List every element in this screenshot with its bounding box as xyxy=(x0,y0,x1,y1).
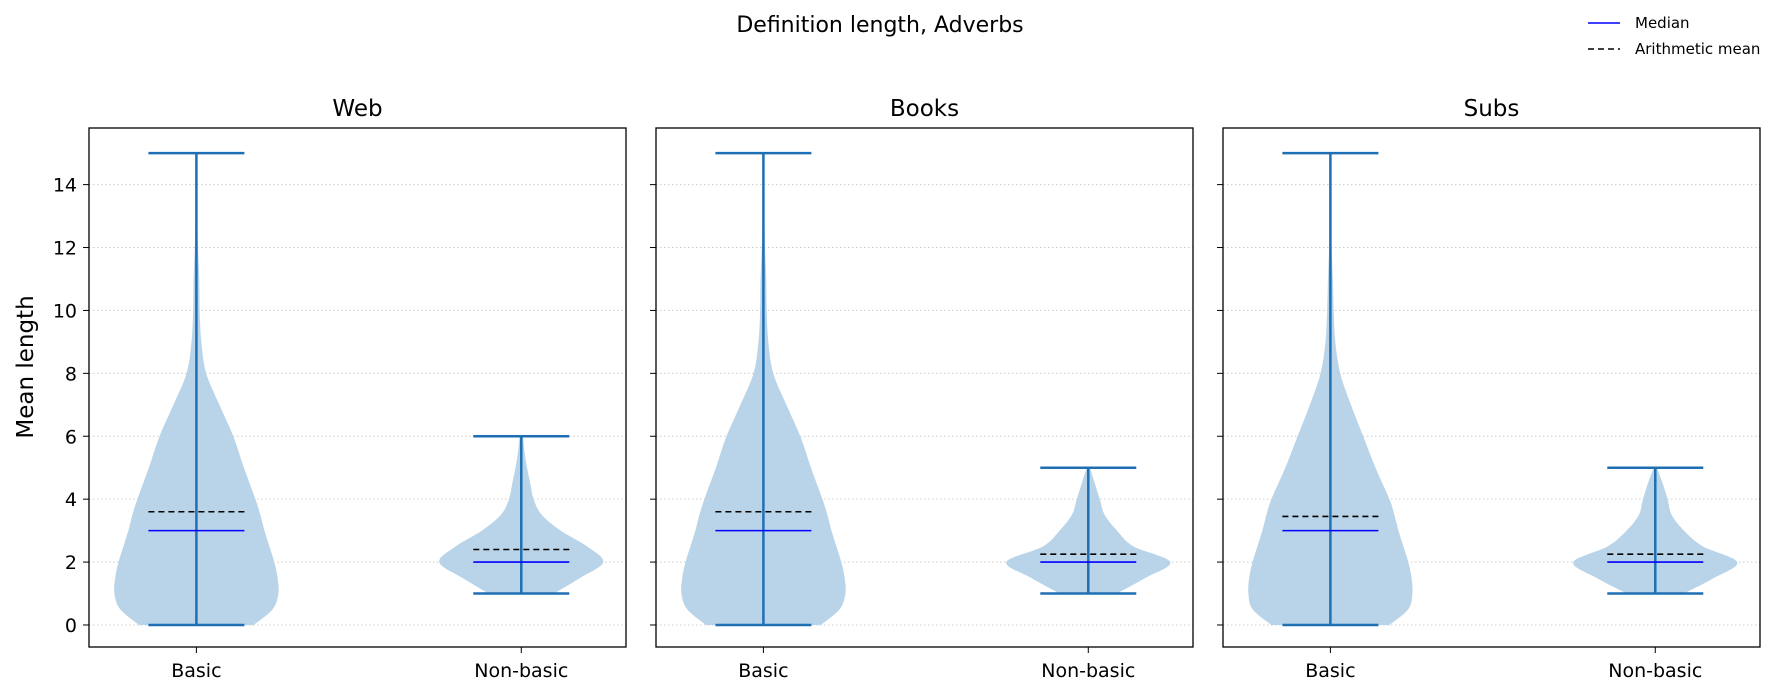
y-tick-label-14: 14 xyxy=(53,175,77,197)
y-tick-label-2: 2 xyxy=(65,552,77,574)
x-tick-label-basic: Basic xyxy=(171,660,221,682)
plot-frame xyxy=(1222,127,1761,648)
y-tick-label-8: 8 xyxy=(65,363,77,385)
panels: Basic Non-basic 0 2 4 6 8 10 12 14 Web Basic Non-bas… xyxy=(53,96,1761,682)
x-tick-label-non-basic: Non-basic xyxy=(474,660,568,682)
y-tick-label-10: 10 xyxy=(53,300,77,322)
x-tick-label-non-basic: Non-basic xyxy=(1608,660,1702,682)
plot-frame xyxy=(88,127,627,648)
x-tick-label-basic: Basic xyxy=(1305,660,1355,682)
legend-mean-label: Arithmetic mean xyxy=(1635,40,1760,58)
legend-median-label: Median xyxy=(1635,14,1690,32)
panel-title-subs: Subs xyxy=(1464,96,1520,122)
panel-books: Basic Non-basic Books xyxy=(650,96,1194,682)
panel-title-web: Web xyxy=(332,96,382,122)
plot-frame xyxy=(655,127,1194,648)
x-tick-label-basic: Basic xyxy=(738,660,788,682)
y-axis-label: Mean length xyxy=(13,295,39,438)
y-tick-label-0: 0 xyxy=(65,615,77,637)
figure-title: Definition length, Adverbs xyxy=(736,13,1023,38)
y-tick-label-4: 4 xyxy=(65,489,77,511)
y-tick-label-12: 12 xyxy=(53,238,77,260)
legend: Median Arithmetic mean xyxy=(1588,14,1760,58)
panel-web: Basic Non-basic 0 2 4 6 8 10 12 14 Web xyxy=(53,96,627,682)
x-tick-label-non-basic: Non-basic xyxy=(1041,660,1135,682)
panel-title-books: Books xyxy=(890,96,959,122)
y-tick-label-6: 6 xyxy=(65,426,77,448)
panel-subs: Basic Non-basic Subs xyxy=(1217,96,1761,682)
